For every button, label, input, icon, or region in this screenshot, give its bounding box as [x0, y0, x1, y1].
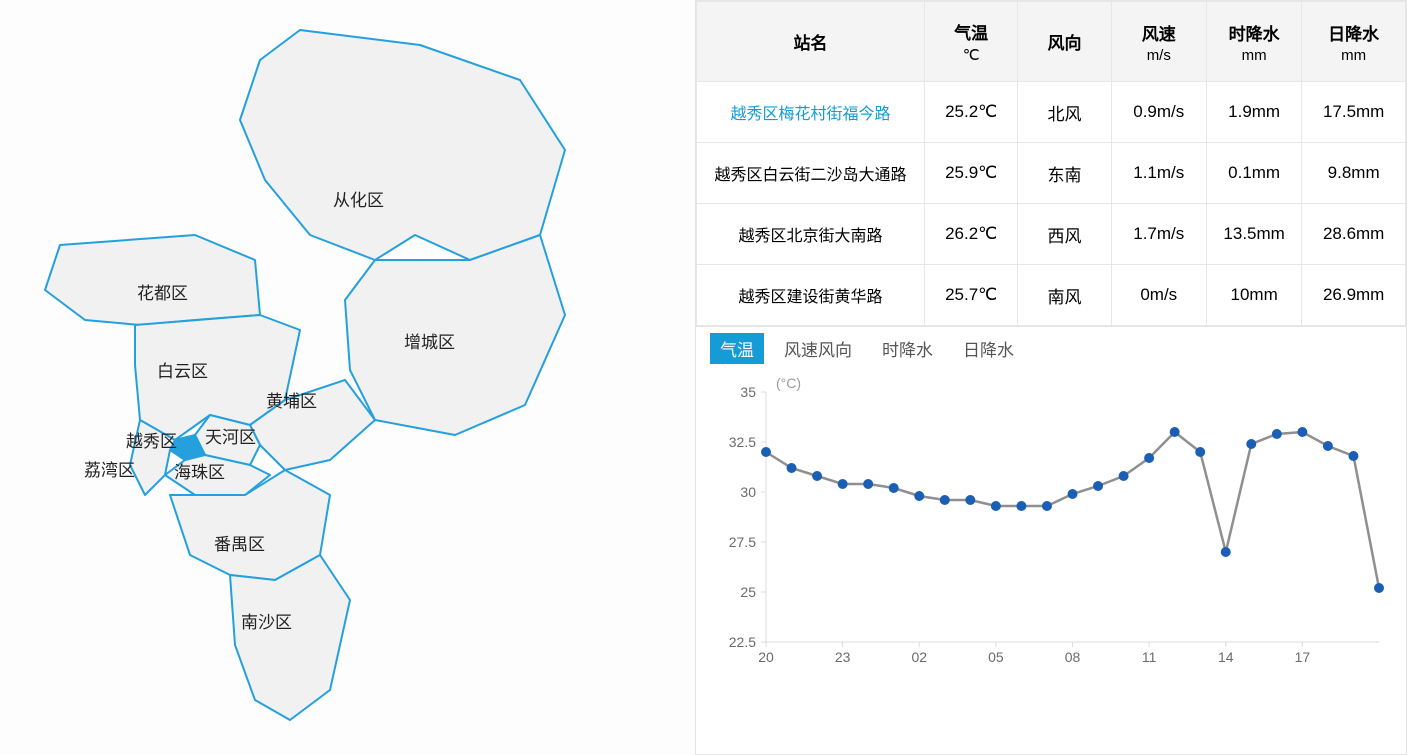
chart-point[interactable]	[1195, 447, 1205, 457]
y-tick-label: 25	[740, 584, 756, 600]
cell-wind_spd: 1.1m/s	[1111, 143, 1206, 204]
x-tick-label: 08	[1065, 649, 1081, 665]
cell-day_precip: 9.8mm	[1302, 143, 1406, 204]
cell-temp: 25.9℃	[925, 143, 1018, 204]
col-header-hr_precip: 时降水mm	[1206, 2, 1301, 82]
chart-point[interactable]	[1272, 429, 1282, 439]
cell-hr_precip: 13.5mm	[1206, 204, 1301, 265]
chart-point[interactable]	[787, 463, 797, 473]
temperature-chart: (°C) 22.5 25 27.5 30 32.5 35 20 23 02 05 08 11 14 17	[710, 372, 1392, 672]
x-tick-label: 14	[1218, 649, 1234, 665]
cell-temp: 25.2℃	[925, 82, 1018, 143]
cell-wind_spd: 0m/s	[1111, 265, 1206, 326]
cell-day_precip: 28.6mm	[1302, 204, 1406, 265]
table-row[interactable]: 越秀区北京街大南路26.2℃西风1.7m/s13.5mm28.6mm	[697, 204, 1406, 265]
chart-point[interactable]	[812, 471, 822, 481]
cell-station: 越秀区梅花村街福今路	[697, 82, 925, 143]
col-header-wind_dir: 风向	[1018, 2, 1111, 82]
map-panel: 从化区花都区增城区白云区黄埔区越秀区天河区荔湾区海珠区番禺区南沙区	[0, 0, 695, 755]
x-tick-label: 05	[988, 649, 1004, 665]
chart-point[interactable]	[889, 483, 899, 493]
chart-unit-label: (°C)	[776, 375, 801, 391]
district-huadu[interactable]	[45, 235, 260, 325]
cell-hr_precip: 10mm	[1206, 265, 1301, 326]
cell-wind_dir: 北风	[1018, 82, 1111, 143]
y-tick-label: 30	[740, 484, 756, 500]
chart-point[interactable]	[863, 479, 873, 489]
cell-station: 越秀区北京街大南路	[697, 204, 925, 265]
chart-point[interactable]	[1323, 441, 1333, 451]
cell-station: 越秀区建设街黄华路	[697, 265, 925, 326]
col-header-day_precip: 日降水mm	[1302, 2, 1406, 82]
cell-hr_precip: 1.9mm	[1206, 82, 1301, 143]
col-header-station: 站名	[697, 2, 925, 82]
chart-point[interactable]	[1170, 427, 1180, 437]
cell-hr_precip: 0.1mm	[1206, 143, 1301, 204]
table-header-row: 站名气温℃风向风速m/s时降水mm日降水mm	[697, 2, 1406, 82]
cell-day_precip: 17.5mm	[1302, 82, 1406, 143]
table-row[interactable]: 越秀区梅花村街福今路25.2℃北风0.9m/s1.9mm17.5mm	[697, 82, 1406, 143]
chart-point[interactable]	[761, 447, 771, 457]
y-tick-label: 27.5	[729, 534, 756, 550]
district-conghua[interactable]	[240, 30, 565, 260]
chart-point[interactable]	[1374, 583, 1384, 593]
chart-block: 气温风速风向时降水日降水 (°C) 22.5 25 27.5 30 32.5 35 20 23 0…	[696, 326, 1406, 754]
col-header-temp: 气温℃	[925, 2, 1018, 82]
cell-temp: 26.2℃	[925, 204, 1018, 265]
chart-tab-wind[interactable]: 风速风向	[774, 333, 862, 364]
chart-line	[766, 432, 1379, 588]
table-row[interactable]: 越秀区白云街二沙岛大通路25.9℃东南1.1m/s0.1mm9.8mm	[697, 143, 1406, 204]
chart-point[interactable]	[940, 495, 950, 505]
district-nansha[interactable]	[230, 555, 350, 720]
station-table: 站名气温℃风向风速m/s时降水mm日降水mm 越秀区梅花村街福今路25.2℃北风…	[696, 1, 1406, 326]
cell-wind_spd: 1.7m/s	[1111, 204, 1206, 265]
col-header-wind_spd: 风速m/s	[1111, 2, 1206, 82]
cell-wind_spd: 0.9m/s	[1111, 82, 1206, 143]
chart-point[interactable]	[1119, 471, 1129, 481]
x-tick-label: 11	[1142, 649, 1157, 665]
cell-wind_dir: 东南	[1018, 143, 1111, 204]
chart-point[interactable]	[1016, 501, 1026, 511]
chart-point[interactable]	[991, 501, 1001, 511]
chart-tab-day[interactable]: 日降水	[953, 333, 1024, 364]
y-tick-label: 32.5	[729, 434, 756, 450]
chart-point[interactable]	[1093, 481, 1103, 491]
chart-point[interactable]	[1042, 501, 1052, 511]
cell-wind_dir: 南风	[1018, 265, 1111, 326]
chart-area: (°C) 22.5 25 27.5 30 32.5 35 20 23 02 05 08 11 14 17	[710, 372, 1392, 672]
chart-point[interactable]	[1144, 453, 1154, 463]
district-map[interactable]	[0, 0, 695, 755]
x-tick-label: 20	[758, 649, 774, 665]
table-row[interactable]: 越秀区建设街黄华路25.7℃南风0m/s10mm26.9mm	[697, 265, 1406, 326]
chart-tab-temp[interactable]: 气温	[710, 333, 764, 364]
x-tick-label: 17	[1295, 649, 1311, 665]
data-panel: 站名气温℃风向风速m/s时降水mm日降水mm 越秀区梅花村街福今路25.2℃北风…	[695, 0, 1407, 755]
cell-wind_dir: 西风	[1018, 204, 1111, 265]
cell-day_precip: 26.9mm	[1302, 265, 1406, 326]
x-tick-label: 02	[911, 649, 927, 665]
chart-tab-hr[interactable]: 时降水	[872, 333, 943, 364]
chart-point[interactable]	[1246, 439, 1256, 449]
chart-point[interactable]	[1221, 547, 1231, 557]
x-tick-label: 23	[835, 649, 851, 665]
chart-point[interactable]	[1297, 427, 1307, 437]
cell-temp: 25.7℃	[925, 265, 1018, 326]
district-zengcheng[interactable]	[345, 235, 565, 435]
chart-tabs: 气温风速风向时降水日降水	[696, 333, 1406, 364]
chart-point[interactable]	[965, 495, 975, 505]
y-tick-label: 35	[740, 384, 756, 400]
y-tick-label: 22.5	[729, 634, 756, 650]
cell-station: 越秀区白云街二沙岛大通路	[697, 143, 925, 204]
chart-point[interactable]	[1348, 451, 1358, 461]
chart-point[interactable]	[838, 479, 848, 489]
chart-point[interactable]	[914, 491, 924, 501]
chart-point[interactable]	[1068, 489, 1078, 499]
